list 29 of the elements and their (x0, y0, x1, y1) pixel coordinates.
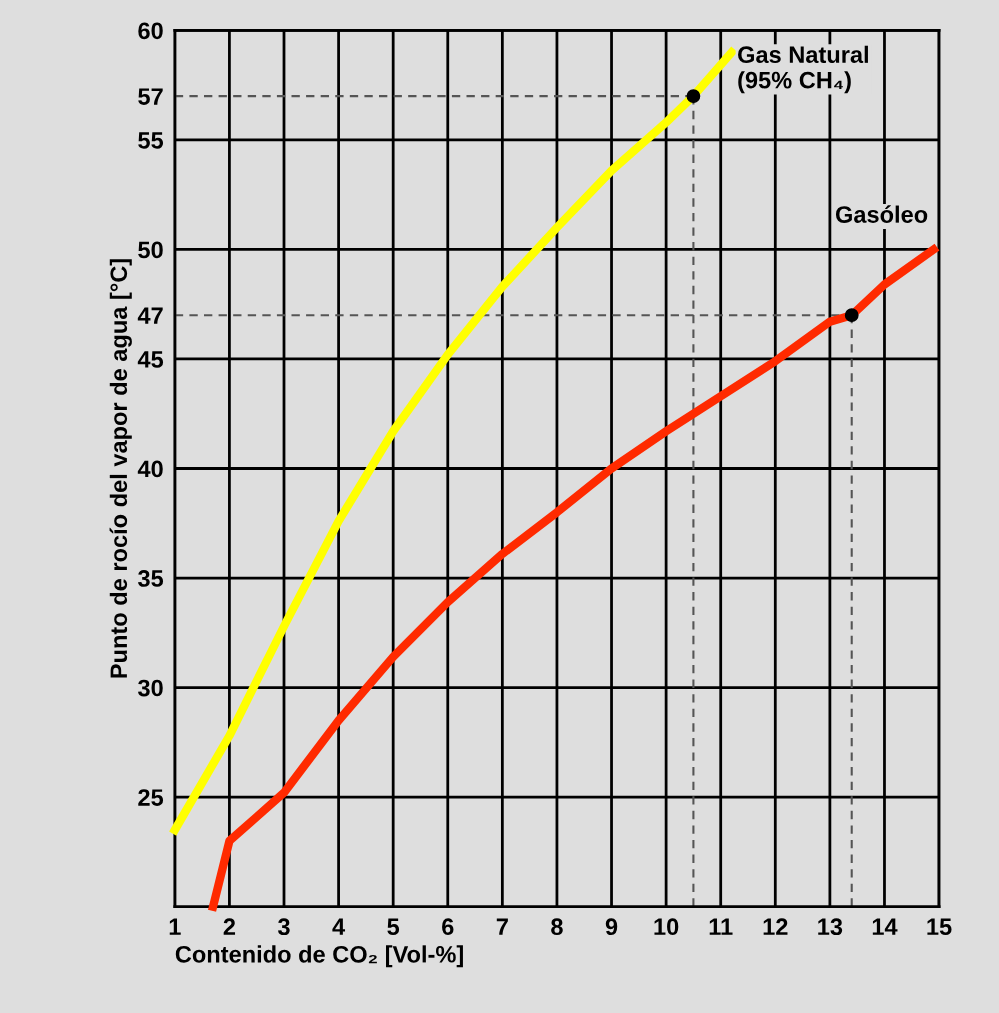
y-tick-label: 57 (138, 88, 163, 105)
series-label: Gas Natural (95% CH₄) (738, 45, 868, 94)
x-tick-label: 12 (763, 918, 788, 935)
x-tick-label: 3 (277, 918, 290, 936)
x-tick-label: 8 (551, 918, 563, 936)
y-tick-label: 30 (138, 679, 163, 697)
x-tick-label: 9 (605, 918, 618, 936)
x-tick-label: 11 (709, 918, 733, 935)
y-axis-title: Punto de rocío del vapor de agua [°C] (109, 259, 132, 678)
x-tick-label: 13 (818, 918, 843, 936)
x-tick-label: 6 (442, 918, 454, 936)
y-tick-label: 55 (138, 132, 164, 149)
x-tick-label: 1 (169, 918, 181, 935)
x-tick-label: 10 (654, 918, 679, 936)
y-tick-label: 40 (137, 460, 163, 478)
y-tick-label: 50 (138, 241, 163, 259)
series-label: Gasóleo (835, 205, 928, 223)
x-tick-label: 2 (223, 918, 236, 935)
x-tick-label: 7 (496, 918, 508, 935)
y-tick-label: 25 (138, 789, 164, 806)
y-tick-label: 35 (138, 570, 164, 587)
x-tick-label: 5 (387, 918, 400, 936)
x-axis-title: Contenido de CO₂ [Vol-%] (175, 945, 463, 968)
y-tick-label: 45 (137, 351, 164, 368)
x-tick-label: 14 (872, 918, 898, 935)
y-tick-label: 60 (138, 22, 163, 40)
y-tick-label: 47 (137, 307, 163, 324)
x-tick-label: 15 (927, 918, 952, 936)
x-tick-label: 4 (332, 918, 346, 935)
